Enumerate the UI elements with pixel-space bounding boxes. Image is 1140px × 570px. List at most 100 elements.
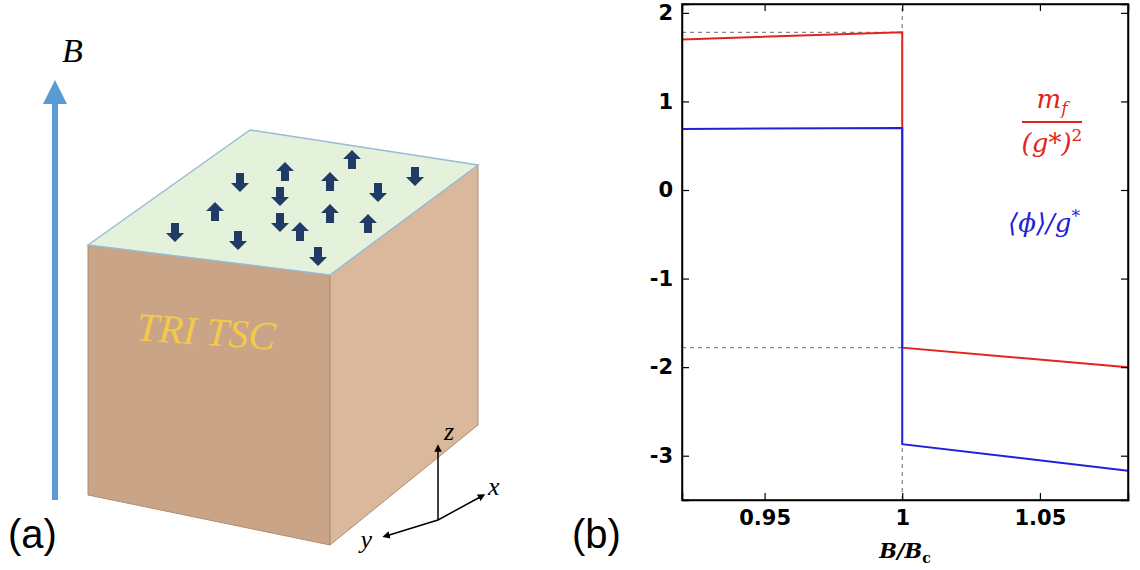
label-part: m <box>1037 84 1062 114</box>
tick-mark <box>1121 101 1128 102</box>
spin-arrow <box>229 231 247 250</box>
x-axis-title: B/Bc <box>878 538 931 566</box>
tick <box>1121 367 1128 368</box>
panel-a: TRI TSC Bz y x (a) <box>8 32 500 556</box>
tick-mark <box>682 367 689 368</box>
spin-arrow <box>406 167 424 186</box>
yticks-axis <box>1121 5 1129 501</box>
panel-label: (a) <box>8 512 57 556</box>
tick-label: -1 <box>650 267 673 291</box>
tick: -1 <box>650 267 689 291</box>
tick: 1 <box>895 493 910 530</box>
x-axis-title-main: B/B <box>878 538 922 563</box>
axis-line <box>683 5 1129 12</box>
label-part: ⟨ϕ⟩/g <box>1008 208 1071 238</box>
axis-line <box>1121 5 1129 501</box>
tick-label: 0 <box>658 178 673 202</box>
tick-mark <box>1040 4 1041 11</box>
tick-mark <box>1121 190 1128 191</box>
spin-arrow <box>276 162 294 181</box>
spin-arrow <box>359 214 377 233</box>
tick: 0.95 <box>739 493 791 530</box>
spin-arrow <box>166 223 184 242</box>
tick-label: -3 <box>650 444 673 468</box>
xticks-axis <box>683 4 1129 11</box>
tick-mark <box>1040 493 1041 500</box>
box-top-face <box>88 130 478 275</box>
tick-label: -2 <box>650 355 673 379</box>
tick-mark <box>764 4 765 11</box>
series-label: ⟨ϕ⟩/g* <box>1008 206 1080 238</box>
coordinate-axis <box>437 448 439 520</box>
label-part: 2 <box>1072 125 1083 145</box>
tick-mark <box>682 278 689 279</box>
tick-mark <box>902 493 903 500</box>
reference-lines <box>682 4 902 500</box>
tick-mark <box>682 456 689 457</box>
spin-arrow <box>231 173 249 192</box>
series-label-denominator: (g*)2 <box>1022 125 1083 158</box>
tick: -3 <box>650 444 689 468</box>
plot-frame <box>682 4 1128 500</box>
field-arrow <box>52 92 58 500</box>
tick <box>765 4 766 11</box>
tick-mark <box>1121 456 1128 457</box>
spin-arrow <box>206 202 224 221</box>
spin-arrow <box>369 183 387 202</box>
label-part: * <box>1071 206 1080 226</box>
tick-mark <box>1121 278 1128 279</box>
tick: 1 <box>658 90 689 114</box>
spin-arrow <box>291 222 309 241</box>
coordinate-label: z <box>443 417 454 446</box>
spin-arrow <box>271 187 289 206</box>
tick-label: 0.95 <box>739 506 791 530</box>
spin-arrow <box>343 150 361 169</box>
tick <box>1121 190 1128 191</box>
spin-arrow <box>271 213 289 232</box>
tick: -2 <box>650 355 689 379</box>
tick <box>1121 13 1128 14</box>
field-label: B <box>62 32 83 69</box>
reference-hline <box>682 347 902 348</box>
tick-label: 1 <box>658 90 673 114</box>
coordinate-axis <box>386 520 438 536</box>
tick-mark <box>682 101 689 102</box>
tick-mark <box>1121 367 1128 368</box>
coordinate-axis <box>438 496 482 520</box>
x-axis-title-sub: c <box>922 550 931 566</box>
yticks-axis: -3 -2 -1 0 1 2 <box>650 1 689 500</box>
tick-label: 2 <box>658 1 673 25</box>
tick-label: 1.05 <box>1014 506 1066 530</box>
tick-mark <box>682 13 689 14</box>
spin-arrow <box>309 247 327 266</box>
spin-arrow <box>321 172 339 191</box>
box-front-face <box>88 245 330 545</box>
axis-line <box>683 5 690 501</box>
tick-mark <box>1121 13 1128 14</box>
label-part: f <box>1059 98 1070 118</box>
series-label-numerator: mf <box>1037 84 1071 118</box>
tick: 1.05 <box>1014 493 1066 530</box>
tick-mark <box>682 190 689 191</box>
tick <box>902 4 903 11</box>
series-lines <box>682 32 1128 470</box>
coordinate-label: y <box>357 525 372 554</box>
panel-label: (b) <box>572 512 621 556</box>
coordinate-label: x <box>487 472 500 501</box>
tick <box>1040 4 1041 11</box>
tick <box>1121 279 1128 280</box>
tick-label: 1 <box>895 506 910 530</box>
axis-line <box>683 493 1129 501</box>
tick <box>1121 101 1128 102</box>
series-line <box>682 128 1128 471</box>
figure: TRI TSC Bz y x (a) -3 -2 -1 0 1 2 0.95 1 1.05 B/Bc mf (g… <box>0 0 1140 570</box>
tick <box>1121 456 1128 457</box>
fraction-bar <box>1022 121 1082 123</box>
tick: 0 <box>658 178 689 202</box>
spin-arrow <box>321 204 339 223</box>
tick-mark <box>902 4 903 11</box>
tick-mark <box>764 493 765 500</box>
material-label: TRI TSC <box>135 304 278 359</box>
label-part: (g*) <box>1022 128 1072 158</box>
xticks-axis: 0.95 1 1.05 <box>683 493 1129 530</box>
